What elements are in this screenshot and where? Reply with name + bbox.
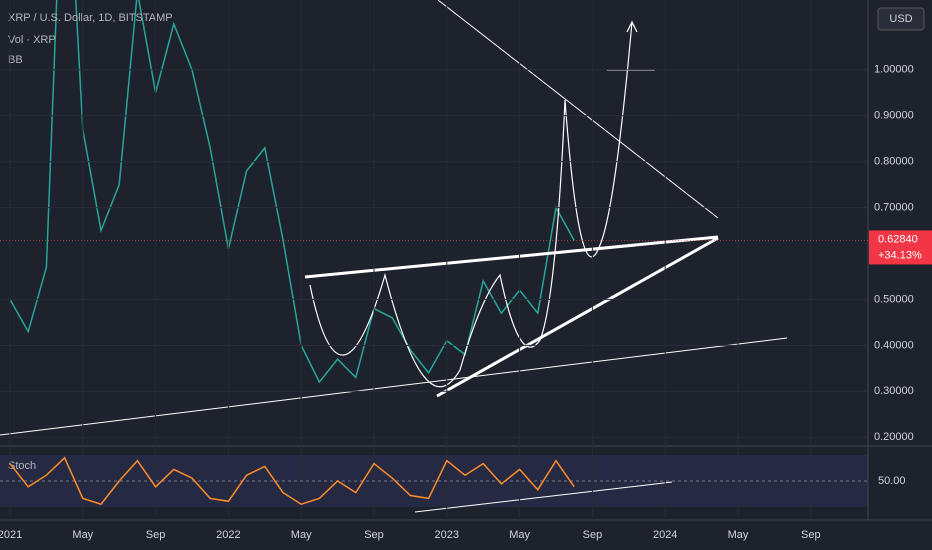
y-tick-label: 0.30000 bbox=[874, 385, 914, 397]
trendline bbox=[0, 337, 788, 436]
x-tick-label: May bbox=[509, 529, 530, 541]
currency-label[interactable]: USD bbox=[889, 13, 912, 25]
stoch-line bbox=[9, 456, 575, 506]
cup-path bbox=[309, 21, 633, 388]
x-tick-label: 2023 bbox=[435, 529, 459, 541]
arrow-head bbox=[626, 20, 638, 33]
x-tick-label: Sep bbox=[364, 529, 384, 541]
y-tick-label: 0.20000 bbox=[874, 431, 914, 443]
y-tick-label: 0.40000 bbox=[874, 339, 914, 351]
x-tick-label: 2024 bbox=[653, 529, 677, 541]
change-label: +34.13% bbox=[878, 249, 922, 261]
trendline bbox=[436, 236, 719, 398]
x-tick-label: 2022 bbox=[216, 529, 240, 541]
y-tick-label: 1.00000 bbox=[874, 64, 914, 76]
y-tick-label: 0.70000 bbox=[874, 201, 914, 213]
price-line bbox=[9, 0, 575, 384]
y-tick-label: 50.00 bbox=[878, 475, 906, 487]
y-tick-label: 0.90000 bbox=[874, 110, 914, 122]
currency-button[interactable] bbox=[877, 7, 925, 31]
x-tick-label: May bbox=[728, 529, 749, 541]
x-tick-label: Sep bbox=[146, 529, 166, 541]
x-tick-label: 2021 bbox=[0, 529, 22, 541]
symbol-title: XRP / U.S. Dollar, 1D, BITSTAMP bbox=[8, 12, 173, 24]
indicator-label: BB bbox=[8, 54, 23, 66]
x-tick-label: Sep bbox=[583, 529, 603, 541]
indicator-label: Vol · XRP bbox=[8, 34, 56, 46]
x-tick-label: May bbox=[291, 529, 312, 541]
last-price-label: 0.62840 bbox=[878, 233, 918, 245]
y-tick-label: 0.80000 bbox=[874, 156, 914, 168]
trendline bbox=[414, 481, 673, 513]
last-price-tag bbox=[869, 230, 932, 265]
trendline bbox=[437, 0, 719, 219]
y-tick-label: 0.50000 bbox=[874, 293, 914, 305]
x-tick-label: May bbox=[72, 529, 93, 541]
x-tick-label: Sep bbox=[801, 529, 821, 541]
